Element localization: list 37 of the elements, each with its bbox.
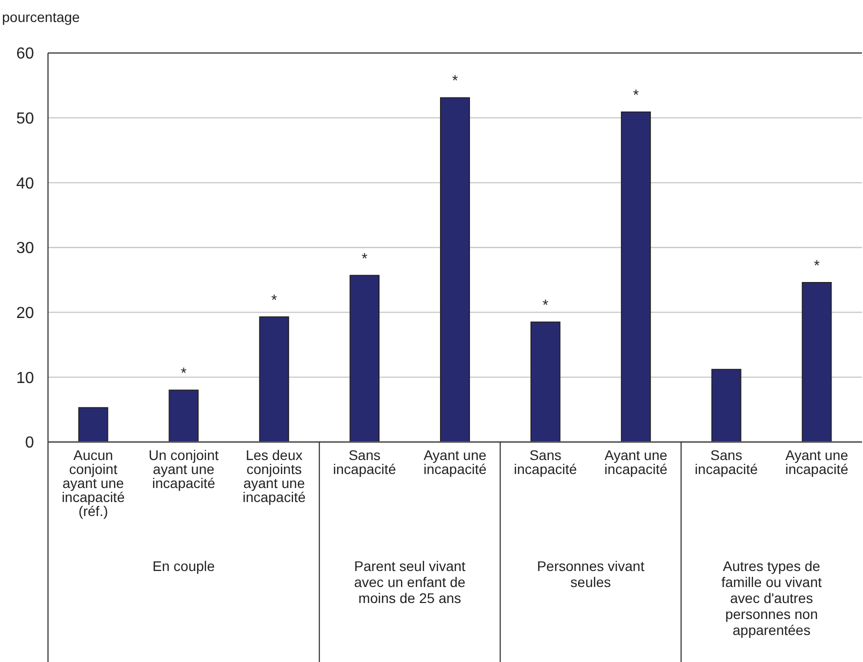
y-axis-title: pourcentage: [2, 9, 80, 25]
bar: [259, 316, 290, 442]
y-tick-label: 60: [16, 46, 34, 63]
y-tick-label: 20: [16, 304, 34, 322]
data-label: *: [632, 87, 639, 104]
bar: [168, 390, 199, 442]
bar: [530, 322, 560, 442]
text: Parent seul vivant avec un enfant de moins de 25 ans: [354, 558, 466, 606]
bar: [802, 282, 832, 442]
x-tick-label: Les deux conjoints ayant une incapacité: [242, 447, 306, 505]
x-tick-label: Sans incapacité: [333, 447, 396, 477]
data-label: *: [542, 297, 549, 314]
data-label: *: [452, 72, 458, 90]
x-tick-label: Ayant une incapacité: [423, 447, 487, 477]
x-tick-label: Aucun conjoint ayant une incapacité (réf.): [62, 447, 125, 519]
text: Autres types de famille ou vivant avec d'autres personnes non apparentées: [721, 558, 822, 638]
data-label: *: [362, 250, 368, 268]
y-tick-label: 40: [16, 175, 34, 192]
y-tick-label: 30: [16, 240, 34, 258]
x-tick-label: Un conjoint ayant une incapacité: [148, 447, 219, 491]
data-label: *: [271, 292, 278, 309]
bar: [440, 97, 470, 442]
data-label: *: [180, 365, 187, 382]
bar: [711, 368, 742, 442]
data-label: *: [814, 258, 820, 275]
x-tick-label: Sans incapacité: [694, 447, 758, 477]
y-tick-label: 10: [16, 370, 34, 387]
bar: [620, 112, 651, 442]
x-tick-label: Ayant une incapacité: [604, 447, 668, 477]
y-tick-label: 50: [16, 110, 34, 128]
text: Personnes vivant seules: [536, 558, 644, 590]
y-tick-label: 0: [25, 434, 34, 452]
bar: [78, 407, 108, 442]
text: En couple: [152, 558, 216, 574]
bar: [350, 274, 380, 442]
x-tick-label: Sans incapacité: [514, 447, 578, 477]
x-tick-label: Ayant une incapacité: [785, 447, 849, 477]
